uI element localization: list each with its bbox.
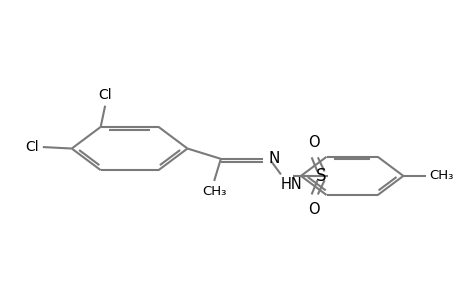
Text: Cl: Cl xyxy=(98,88,112,102)
Text: N: N xyxy=(268,151,279,166)
Text: CH₃: CH₃ xyxy=(428,169,453,182)
Text: O: O xyxy=(308,135,319,150)
Text: CH₃: CH₃ xyxy=(202,185,226,198)
Text: Cl: Cl xyxy=(26,140,39,154)
Text: O: O xyxy=(308,202,319,217)
Text: S: S xyxy=(315,167,325,185)
Text: HN: HN xyxy=(280,177,302,192)
